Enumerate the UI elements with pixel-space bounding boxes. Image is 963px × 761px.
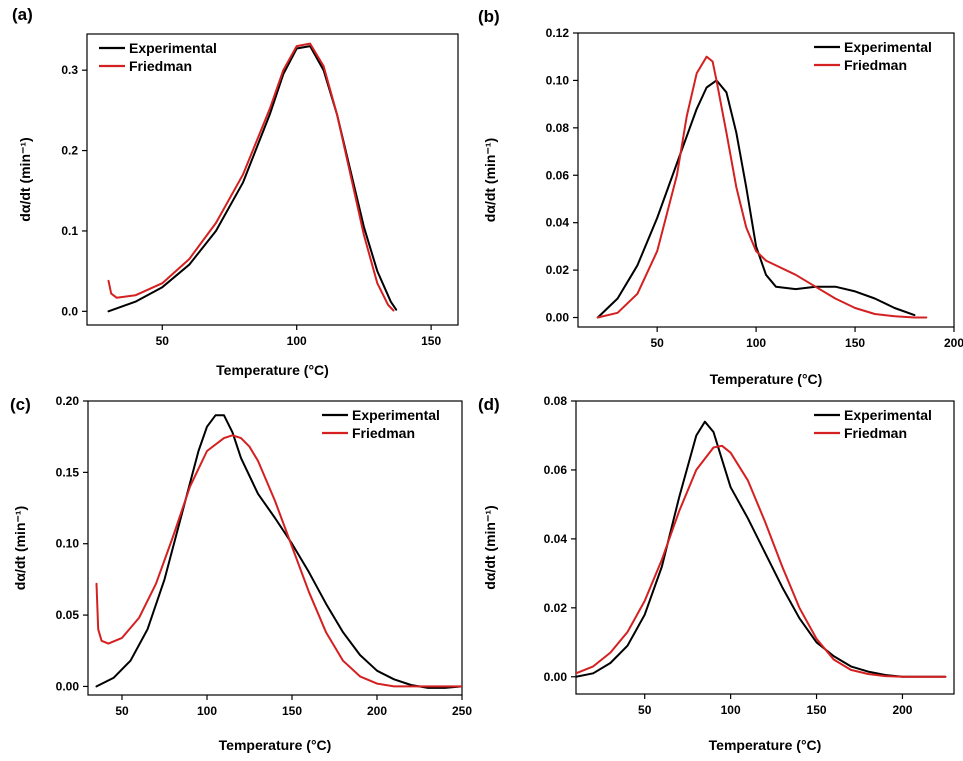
legend-label: Friedman bbox=[844, 57, 907, 73]
y-axis-label: dα/dt (min⁻¹) bbox=[12, 506, 28, 590]
legend-label: Experimental bbox=[844, 407, 932, 423]
y-tick-label: 0.08 bbox=[546, 121, 570, 135]
series-line-friedman bbox=[576, 444, 947, 678]
legend-label: Friedman bbox=[129, 58, 192, 74]
x-tick-label: 50 bbox=[156, 334, 170, 348]
panel-c: (c) 50 100 150 200 250 0.00 0.05 0.10 0.15 0.20 Tem… bbox=[10, 394, 472, 753]
x-tick-label: 50 bbox=[638, 703, 652, 717]
x-axis-label: Temperature (°C) bbox=[219, 737, 332, 753]
y-tick-label: 0.00 bbox=[56, 679, 80, 693]
y-tick-label: 0.20 bbox=[56, 394, 80, 408]
x-tick-label: 200 bbox=[367, 704, 387, 718]
x-axis-label: Temperature (°C) bbox=[710, 371, 823, 387]
x-axis-label: Temperature (°C) bbox=[216, 362, 329, 378]
y-axis-label: dα/dt (min⁻¹) bbox=[482, 138, 498, 222]
y-tick-label: 0.06 bbox=[544, 463, 568, 477]
y-tick-label: 0.10 bbox=[546, 73, 570, 87]
y-tick-label: 0.02 bbox=[544, 601, 568, 615]
series-line-friedman bbox=[95, 434, 462, 688]
panel-d: (d) 50 100 150 200 0.00 0.02 0.04 0.06 0.08 Temper… bbox=[478, 394, 955, 753]
legend-label: Friedman bbox=[844, 425, 907, 441]
y-tick-label: 0.04 bbox=[544, 532, 568, 546]
y-tick-label: 0.2 bbox=[61, 144, 78, 158]
y-tick-label: 0.1 bbox=[61, 224, 78, 238]
y-tick-label: 0.12 bbox=[546, 26, 570, 40]
legend-label: Experimental bbox=[129, 40, 217, 56]
y-tick-label: 0.08 bbox=[544, 394, 568, 408]
y-tick-label: 0.0 bbox=[61, 304, 78, 318]
y-tick-label: 0.3 bbox=[61, 63, 78, 77]
legend-label: Experimental bbox=[844, 39, 932, 55]
y-tick-label: 0.05 bbox=[56, 608, 80, 622]
series-line-experimental bbox=[576, 420, 947, 678]
legend-label: Friedman bbox=[352, 425, 415, 441]
y-tick-label: 0.00 bbox=[544, 670, 568, 684]
panel-letter: (c) bbox=[10, 395, 31, 414]
panel-letter: (d) bbox=[478, 395, 500, 414]
x-tick-label: 50 bbox=[650, 336, 664, 350]
series-line-experimental bbox=[596, 79, 916, 319]
plot-frame bbox=[575, 400, 955, 695]
x-tick-label: 150 bbox=[807, 703, 827, 717]
y-tick-label: 0.00 bbox=[546, 311, 570, 325]
x-tick-label: 200 bbox=[944, 336, 963, 350]
x-tick-label: 200 bbox=[892, 703, 912, 717]
panel-letter: (b) bbox=[478, 7, 500, 26]
y-tick-label: 0.02 bbox=[546, 263, 570, 277]
panel-b: (b) 50 100 150 200 0.00 0.02 0.04 0.06 0.08 0.10 0.… bbox=[478, 7, 963, 387]
panel-letter: (a) bbox=[12, 5, 33, 24]
plot-frame bbox=[87, 400, 463, 696]
x-tick-label: 100 bbox=[721, 703, 741, 717]
y-axis-label: dα/dt (min⁻¹) bbox=[17, 137, 33, 221]
series-line-experimental bbox=[95, 414, 462, 689]
x-axis-label: Temperature (°C) bbox=[709, 737, 822, 753]
plot-frame bbox=[86, 33, 459, 326]
x-tick-label: 250 bbox=[452, 704, 472, 718]
panel-a: (a) 50 100 150 0.0 0.1 0.2 0.3 Temperature (°C) d… bbox=[12, 5, 459, 378]
series-line-friedman bbox=[107, 42, 395, 312]
series-line-friedman bbox=[596, 55, 928, 319]
plot-frame bbox=[577, 32, 955, 328]
y-tick-label: 0.15 bbox=[56, 465, 80, 479]
x-tick-label: 100 bbox=[746, 336, 766, 350]
y-tick-label: 0.06 bbox=[546, 168, 570, 182]
x-tick-label: 150 bbox=[845, 336, 865, 350]
x-tick-label: 150 bbox=[282, 704, 302, 718]
x-tick-label: 150 bbox=[421, 334, 441, 348]
x-tick-label: 50 bbox=[115, 704, 129, 718]
y-tick-label: 0.04 bbox=[546, 216, 570, 230]
y-axis-label: dα/dt (min⁻¹) bbox=[482, 505, 498, 589]
legend-label: Experimental bbox=[352, 407, 440, 423]
x-tick-label: 100 bbox=[287, 334, 307, 348]
y-tick-label: 0.10 bbox=[56, 537, 80, 551]
x-tick-label: 100 bbox=[197, 704, 217, 718]
series-line-experimental bbox=[107, 45, 398, 313]
